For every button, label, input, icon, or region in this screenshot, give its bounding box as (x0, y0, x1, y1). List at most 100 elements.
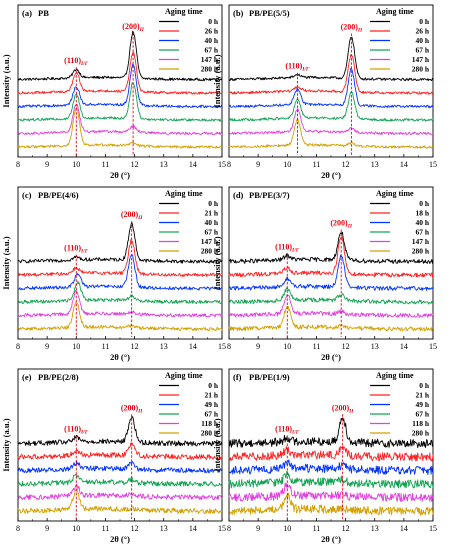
legend-label: 21 h (204, 209, 218, 218)
x-tick-label: 8 (227, 342, 231, 351)
x-axis-title: 2θ (°) (110, 534, 130, 544)
series-line (228, 417, 434, 449)
legend-label: 26 h (204, 27, 218, 36)
series-line (17, 442, 223, 460)
x-axis-title: 2θ (°) (321, 170, 341, 180)
legend-label: 147 h (201, 237, 219, 246)
series-line (17, 63, 223, 109)
series-line (228, 254, 434, 292)
panel-title: PB/PE(5/5) (249, 8, 290, 18)
x-tick-label: 10 (283, 160, 291, 169)
x-tick-label: 15 (218, 342, 226, 351)
x-tick-label: 11 (313, 160, 321, 169)
series-line (17, 415, 223, 447)
x-tick-label: 14 (189, 342, 197, 351)
legend-title: Aging time (376, 189, 414, 198)
series-line (228, 108, 434, 136)
x-tick-label: 12 (342, 524, 350, 533)
legend-label: 280 h (201, 247, 219, 256)
legend-label: 0 h (419, 17, 430, 26)
x-tick-label: 11 (313, 524, 321, 533)
x-tick-label: 14 (400, 160, 408, 169)
legend-label: 0 h (208, 381, 219, 390)
panel-f: 8 9 10 11 12 13 14 15 2θ (°) Intensity (a.u.) (f) P… (212, 368, 437, 544)
legend-label: 40 h (415, 218, 429, 227)
x-tick-label: 11 (102, 160, 110, 169)
panel-title: PB/PE(4/6) (38, 190, 79, 200)
series-line (228, 294, 434, 318)
legend-label: 40 h (204, 36, 218, 45)
series-line (228, 36, 434, 82)
legend-label: 18 h (415, 209, 429, 218)
series-line (228, 459, 434, 476)
x-tick-label: 15 (429, 160, 437, 169)
legend-label: 0 h (208, 17, 219, 26)
x-tick-label: 12 (342, 160, 350, 169)
series-line (17, 483, 223, 501)
x-tick-label: 10 (72, 160, 80, 169)
x-tick-label: 11 (313, 342, 321, 351)
peak-label: (110)I/I' (285, 62, 310, 73)
series-line (17, 254, 223, 291)
legend-label: 21 h (204, 391, 218, 400)
series-line (228, 446, 434, 462)
legend-label: 67 h (204, 410, 218, 419)
x-tick-label: 13 (371, 524, 379, 533)
y-axis-title: Intensity (a.u.) (212, 54, 222, 107)
peak-label: (110)I/I' (275, 424, 300, 435)
x-tick-label: 10 (283, 342, 291, 351)
series-line (228, 91, 434, 122)
x-tick-label: 12 (131, 342, 139, 351)
legend-label: 147 h (412, 55, 430, 64)
legend-label: 0 h (208, 199, 219, 208)
x-tick-label: 9 (256, 524, 260, 533)
x-tick-label: 13 (371, 160, 379, 169)
legend-label: 40 h (415, 36, 429, 45)
x-tick-label: 9 (45, 342, 49, 351)
x-tick-label: 8 (227, 160, 231, 169)
peak-label: (200)II (122, 22, 144, 33)
panel-b: 8 9 10 11 12 13 14 15 2θ (°) Intensity (a.u.) (b) P… (212, 4, 437, 180)
x-tick-label: 12 (342, 342, 350, 351)
legend-label: 67 h (415, 46, 429, 55)
x-tick-label: 13 (160, 342, 168, 351)
series-line (228, 118, 434, 149)
series-line (228, 231, 434, 264)
y-axis-title: Intensity (a.u.) (1, 54, 11, 107)
legend-title: Aging time (376, 371, 414, 380)
x-tick-label: 14 (400, 524, 408, 533)
series-line (228, 287, 434, 305)
legend-label: 118 h (201, 419, 219, 428)
x-tick-label: 10 (283, 524, 291, 533)
peak-label: (200)II (121, 210, 143, 221)
legend-label: 49 h (204, 400, 218, 409)
series-line (17, 51, 223, 95)
peak-label: (110)I/I' (64, 56, 89, 67)
series-line (17, 302, 223, 332)
x-axis-title: 2θ (°) (321, 534, 341, 544)
series-line (228, 54, 434, 95)
panel-d: 8 9 10 11 12 13 14 15 2θ (°) Intensity (a.u.) (d) P… (212, 186, 437, 362)
panel-letter: (b) (233, 8, 244, 18)
panel-e: 8 9 10 11 12 13 14 15 2θ (°) Intensity (a.u.) (e) P… (1, 368, 226, 544)
series-line (228, 68, 434, 109)
series-line (17, 473, 223, 487)
x-tick-label: 9 (256, 342, 260, 351)
legend-label: 67 h (415, 228, 429, 237)
x-tick-label: 15 (218, 524, 226, 533)
legend-label: 280 h (412, 247, 430, 256)
legend-label: 118 h (412, 419, 430, 428)
x-tick-label: 12 (131, 524, 139, 533)
x-tick-label: 13 (371, 342, 379, 351)
series-line (17, 280, 223, 305)
panel-letter: (e) (22, 372, 32, 382)
x-tick-label: 14 (400, 342, 408, 351)
y-axis-title: Intensity (a.u.) (1, 236, 11, 289)
legend-label: 147 h (412, 237, 430, 246)
legend-label: 280 h (412, 429, 430, 438)
legend-label: 147 h (201, 55, 219, 64)
peak-label: (200)II (332, 403, 354, 414)
x-tick-label: 8 (16, 342, 20, 351)
peak-label: (110)I/I' (275, 242, 300, 253)
legend-label: 67 h (204, 46, 218, 55)
